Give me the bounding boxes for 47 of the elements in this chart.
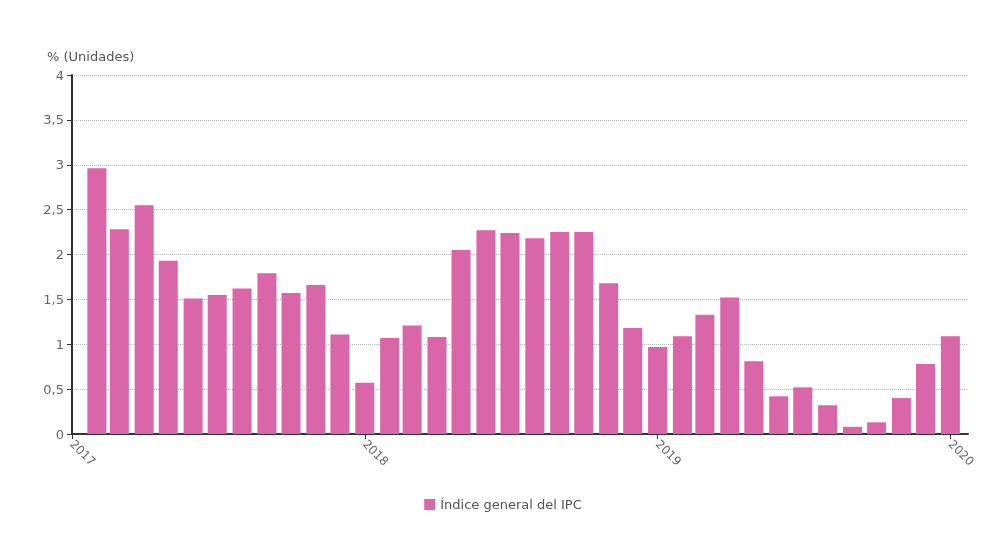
bar — [476, 230, 496, 434]
bar — [232, 288, 252, 434]
bar — [109, 229, 129, 434]
legend-label: Índice general del IPC — [440, 497, 582, 512]
y-tick-label: 2,5 — [43, 202, 64, 218]
bar — [427, 337, 447, 434]
y-tick-label: 0 — [55, 426, 64, 442]
bar — [867, 422, 887, 434]
bar — [793, 387, 813, 434]
y-tick-label: 1,5 — [43, 291, 64, 307]
bar — [891, 398, 911, 434]
bar — [720, 297, 740, 434]
bar — [695, 314, 715, 434]
y-tick-label: 1 — [55, 336, 64, 352]
bar — [940, 336, 960, 434]
y-axis-title: % (Unidades) — [47, 49, 135, 64]
bar — [623, 328, 643, 434]
bar — [257, 273, 277, 434]
bar — [158, 260, 178, 434]
bar — [550, 232, 570, 434]
bar — [330, 334, 350, 434]
bar — [306, 285, 326, 434]
bar — [744, 361, 764, 434]
bar — [380, 337, 400, 434]
bar — [134, 205, 154, 434]
bar — [672, 336, 692, 434]
bar — [769, 396, 789, 434]
bar — [525, 238, 545, 434]
bar — [183, 298, 203, 434]
bar — [87, 168, 107, 434]
y-tick-label: 2 — [55, 247, 64, 262]
y-tick-label: 3 — [55, 157, 64, 173]
bar — [648, 346, 668, 434]
bar — [402, 325, 422, 434]
bar — [915, 364, 935, 434]
bar — [281, 293, 301, 434]
bar — [842, 426, 862, 434]
bar — [574, 232, 594, 434]
y-tick-label: 3,5 — [43, 112, 64, 128]
bar — [355, 382, 375, 434]
bar — [451, 250, 471, 434]
bar — [818, 405, 838, 434]
bar — [500, 232, 520, 434]
bar — [207, 294, 227, 434]
y-tick-label: 4 — [55, 67, 64, 83]
y-tick-label: 0,5 — [43, 381, 64, 397]
bar — [599, 283, 619, 434]
